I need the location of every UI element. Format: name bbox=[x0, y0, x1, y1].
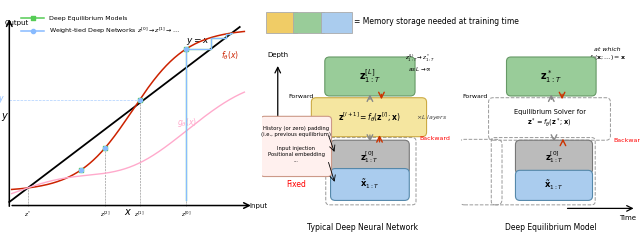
FancyBboxPatch shape bbox=[293, 12, 324, 33]
Text: $y = x$: $y = x$ bbox=[186, 36, 210, 47]
Text: $z^{[1]}$: $z^{[1]}$ bbox=[134, 210, 145, 219]
Text: Weight-tied Deep Networks $z^{[0]}\rightarrow z^{[1]}\rightarrow\ldots$: Weight-tied Deep Networks $z^{[0]}\right… bbox=[49, 25, 180, 36]
Point bbox=[28, 16, 38, 20]
Point bbox=[181, 47, 191, 51]
FancyBboxPatch shape bbox=[515, 170, 593, 200]
Text: Input injection
Positional embedding
...: Input injection Positional embedding ... bbox=[268, 146, 324, 163]
Text: Equilibrium Solver for
$\mathbf{z}^*=f_\theta(\mathbf{z}^*;\mathbf{x})$: Equilibrium Solver for $\mathbf{z}^*=f_\… bbox=[513, 109, 586, 129]
FancyBboxPatch shape bbox=[311, 98, 427, 137]
Text: Input: Input bbox=[249, 202, 267, 209]
FancyBboxPatch shape bbox=[515, 140, 593, 174]
Text: $\tilde{\mathbf{x}}_{1:T}$: $\tilde{\mathbf{x}}_{1:T}$ bbox=[544, 179, 564, 192]
Text: at which
$f_\theta(\mathbf{x};\ldots)=\mathbf{x}$: at which $f_\theta(\mathbf{x};\ldots)=\m… bbox=[589, 47, 627, 62]
Text: Fixed: Fixed bbox=[286, 180, 306, 189]
FancyBboxPatch shape bbox=[330, 140, 410, 174]
Text: $\mathbf{z}^*_{1:T}$: $\mathbf{z}^*_{1:T}$ bbox=[540, 68, 562, 85]
Text: $\tilde{\mathbf{x}}_{1:T}$: $\tilde{\mathbf{x}}_{1:T}$ bbox=[360, 178, 380, 191]
Text: $\mathbf{z}^{[0]}_{1:T}$: $\mathbf{z}^{[0]}_{1:T}$ bbox=[360, 149, 380, 165]
Text: $f_\theta(x)$: $f_\theta(x)$ bbox=[221, 49, 239, 62]
Text: Forward: Forward bbox=[289, 94, 314, 99]
Text: $y$: $y$ bbox=[0, 94, 4, 105]
Text: = Memory storage needed at training time: = Memory storage needed at training time bbox=[354, 17, 518, 26]
Text: $y$: $y$ bbox=[1, 111, 9, 123]
Text: Depth: Depth bbox=[267, 52, 289, 58]
Point bbox=[100, 146, 110, 150]
Text: Backward: Backward bbox=[613, 138, 640, 143]
FancyBboxPatch shape bbox=[330, 168, 410, 200]
Text: Forward: Forward bbox=[462, 94, 488, 99]
Text: Deep Equilibrium Models: Deep Equilibrium Models bbox=[49, 16, 127, 21]
Text: $z^{[2]}$: $z^{[2]}$ bbox=[100, 210, 110, 219]
Text: $\mathbf{z}^{[L]}_{1:T}$: $\mathbf{z}^{[L]}_{1:T}$ bbox=[359, 68, 381, 85]
FancyBboxPatch shape bbox=[506, 57, 596, 96]
Point bbox=[181, 47, 191, 51]
Text: Time: Time bbox=[620, 216, 636, 222]
Point bbox=[76, 168, 86, 171]
Text: Backward: Backward bbox=[420, 136, 451, 141]
Point bbox=[100, 146, 110, 150]
Text: Typical Deep Neural Network: Typical Deep Neural Network bbox=[307, 223, 418, 232]
Point bbox=[28, 29, 38, 32]
Text: $z^{(L)}_{1:T}\rightarrow z^*_{1:T}$
as $L\rightarrow\infty$: $z^{(L)}_{1:T}\rightarrow z^*_{1:T}$ as … bbox=[404, 53, 435, 73]
Text: Output: Output bbox=[4, 21, 29, 27]
Text: $g_\theta(x)$: $g_\theta(x)$ bbox=[177, 116, 197, 129]
FancyBboxPatch shape bbox=[266, 12, 297, 33]
Text: $z^{[0]}$: $z^{[0]}$ bbox=[181, 210, 191, 219]
Point bbox=[134, 98, 145, 102]
FancyBboxPatch shape bbox=[260, 116, 332, 177]
Text: $\mathbf{z}^{[0]}_{1:T}$: $\mathbf{z}^{[0]}_{1:T}$ bbox=[545, 149, 563, 165]
Point bbox=[134, 98, 145, 102]
Text: $z^*$: $z^*$ bbox=[24, 210, 32, 219]
FancyBboxPatch shape bbox=[321, 12, 352, 33]
Text: Deep Equilibrium Model: Deep Equilibrium Model bbox=[504, 223, 596, 232]
FancyBboxPatch shape bbox=[324, 57, 415, 96]
Text: $\times L$ layers: $\times L$ layers bbox=[415, 113, 447, 122]
Text: $\mathbf{z}^{[l+1]}=f_\theta(\mathbf{z}^{[l]};\mathbf{x})$: $\mathbf{z}^{[l+1]}=f_\theta(\mathbf{z}^… bbox=[338, 110, 400, 124]
Point bbox=[76, 168, 86, 171]
Text: History (or zero) padding
(i.e., previous equilibrium): History (or zero) padding (i.e., previou… bbox=[261, 126, 331, 137]
Text: $x$: $x$ bbox=[124, 207, 132, 217]
